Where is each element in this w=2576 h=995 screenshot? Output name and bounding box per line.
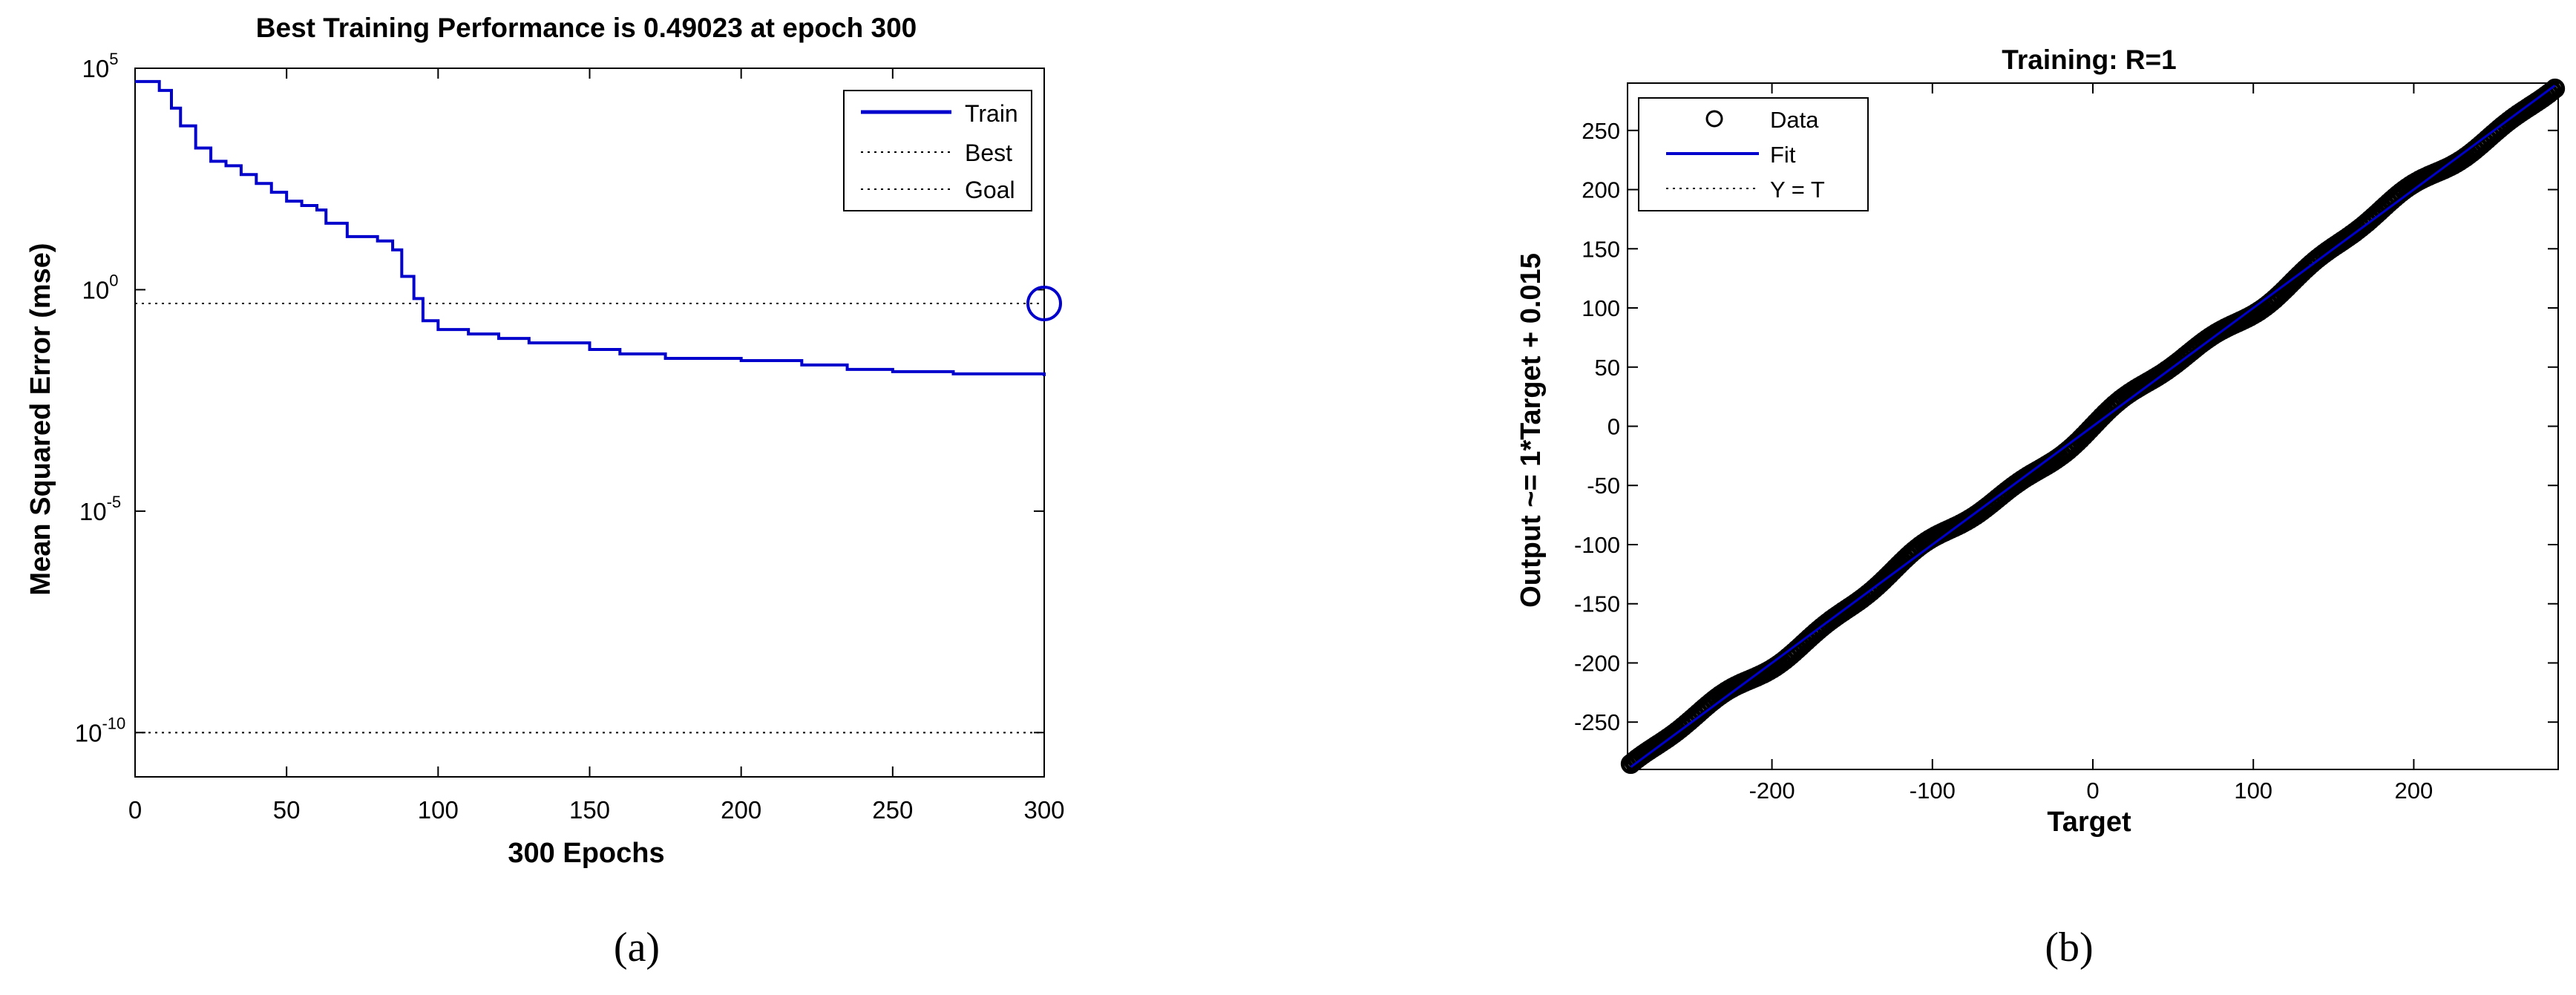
chart-title: Best Training Performance is 0.49023 at … xyxy=(256,13,917,43)
y-tick-label: -250 xyxy=(1574,709,1620,735)
x-tick-label: 50 xyxy=(273,796,301,824)
y-tick-label: 10-10 xyxy=(75,714,126,746)
y-tick-label: -100 xyxy=(1574,532,1620,558)
y-tick-label: -200 xyxy=(1574,650,1620,676)
series-fit-line xyxy=(1630,84,2556,768)
legend-data-swatch xyxy=(1705,110,1723,128)
y-tick-label: 0 xyxy=(1607,414,1620,440)
caption-a: (a) xyxy=(614,925,660,971)
x-tick-label: 200 xyxy=(721,796,761,824)
y-tick-label: 100 xyxy=(1582,295,1620,321)
data-point xyxy=(2545,78,2566,99)
x-tick-label: -200 xyxy=(1749,778,1795,804)
x-tick-label: 100 xyxy=(2234,778,2272,804)
y-tick-label: 200 xyxy=(1582,177,1620,203)
y-axis-label: Output ~= 1*Target + 0.015 xyxy=(1515,253,1547,608)
x-tick-label: 150 xyxy=(569,796,610,824)
performance-chart: Best Training Performance is 0.49023 at … xyxy=(25,13,1065,971)
x-tick-label: -100 xyxy=(1910,778,1956,804)
x-axis-label: 300 Epochs xyxy=(508,838,664,869)
x-tick-label: 0 xyxy=(128,796,142,824)
x-tick-label: 300 xyxy=(1023,796,1064,824)
x-tick-label: 0 xyxy=(2086,778,2099,804)
regression-chart: Training: R=1 250 200 150 100 50 0 -50 -100 -150… xyxy=(1515,45,2566,971)
y-tick-label: 150 xyxy=(1582,236,1620,262)
y-tick-label: 50 xyxy=(1595,355,1620,381)
legend-yt-label: Y = T xyxy=(1770,177,1825,203)
legend-data-label: Data xyxy=(1770,107,1819,133)
chart-title: Training: R=1 xyxy=(2002,45,2176,75)
legend-best-label: Best xyxy=(965,139,1012,166)
x-tick-label: 250 xyxy=(872,796,913,824)
legend-goal-label: Goal xyxy=(965,177,1015,203)
x-tick-label: 100 xyxy=(418,796,459,824)
y-tick-label: 10-5 xyxy=(79,493,121,525)
x-axis-label: Target xyxy=(2047,807,2131,838)
x-tick-label: 200 xyxy=(2395,778,2434,804)
y-tick-label: 250 xyxy=(1582,118,1620,144)
y-tick-label: 100 xyxy=(82,271,119,303)
legend-fit-label: Fit xyxy=(1770,142,1796,168)
caption-b: (b) xyxy=(2045,925,2093,971)
series-train-line xyxy=(135,79,1046,376)
y-tick-label: -150 xyxy=(1574,591,1620,617)
y-axis-label: Mean Squared Error (mse) xyxy=(25,243,56,595)
best-point-marker xyxy=(1026,285,1062,321)
legend-train-label: Train xyxy=(965,100,1018,127)
y-tick-label: 105 xyxy=(82,50,119,82)
y-tick-label: -50 xyxy=(1587,473,1620,499)
